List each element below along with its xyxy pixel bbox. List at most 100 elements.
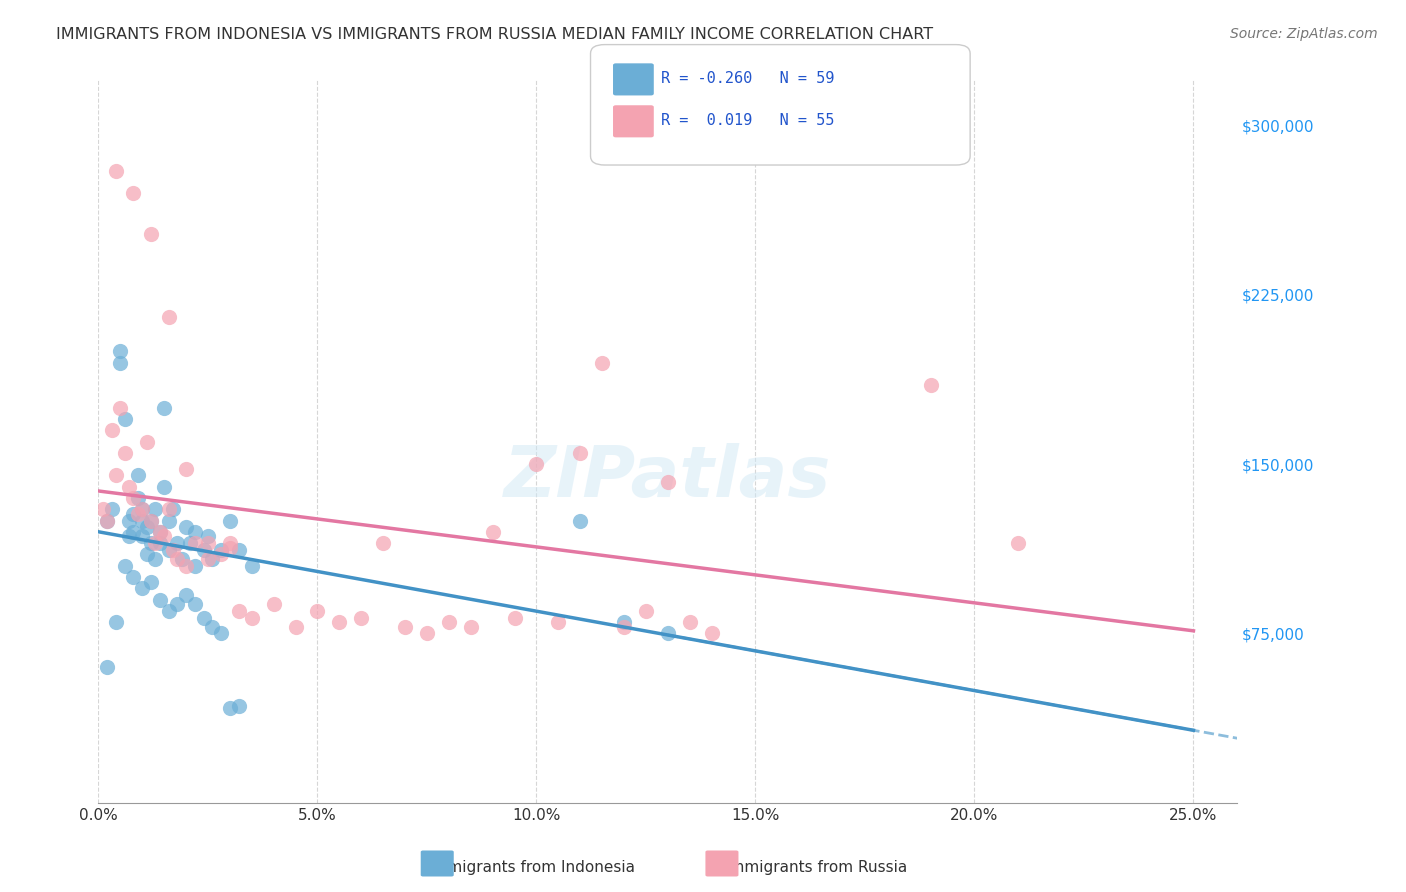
Point	[157, 542, 180, 557]
Point	[228, 604, 250, 618]
Point	[100, 502, 122, 516]
Point	[307, 604, 329, 618]
Point	[96, 660, 118, 674]
Point	[135, 434, 157, 449]
Point	[127, 507, 149, 521]
Point	[184, 524, 207, 539]
Point	[328, 615, 350, 630]
Point	[209, 542, 232, 557]
Text: IMMIGRANTS FROM INDONESIA VS IMMIGRANTS FROM RUSSIA MEDIAN FAMILY INCOME CORRELA: IMMIGRANTS FROM INDONESIA VS IMMIGRANTS …	[56, 27, 934, 42]
Point	[149, 524, 172, 539]
Point	[371, 536, 394, 550]
Text: Source: ZipAtlas.com: Source: ZipAtlas.com	[1230, 27, 1378, 41]
Point	[149, 592, 172, 607]
Point	[139, 227, 162, 241]
Point	[166, 536, 188, 550]
Point	[122, 491, 145, 505]
Text: Immigrants from Russia: Immigrants from Russia	[724, 860, 907, 875]
Point	[174, 558, 197, 573]
Point	[122, 507, 145, 521]
Point	[131, 502, 153, 516]
Point	[657, 475, 679, 490]
Point	[157, 310, 180, 325]
Point	[174, 588, 197, 602]
Point	[131, 582, 153, 596]
Point	[127, 468, 149, 483]
Point	[174, 461, 197, 475]
Point	[139, 574, 162, 589]
Point	[135, 548, 157, 562]
Point	[526, 457, 548, 471]
Point	[139, 514, 162, 528]
Point	[96, 514, 118, 528]
Point	[240, 610, 263, 624]
Point	[284, 620, 307, 634]
Point	[127, 491, 149, 505]
Point	[657, 626, 679, 640]
Point	[197, 536, 219, 550]
Point	[104, 468, 127, 483]
Point	[110, 401, 132, 415]
Point	[162, 542, 184, 557]
Point	[350, 610, 373, 624]
Point	[131, 502, 153, 516]
Point	[228, 542, 250, 557]
Point	[139, 514, 162, 528]
Point	[145, 552, 166, 566]
Point	[197, 529, 219, 543]
Point	[218, 701, 240, 715]
Point	[263, 597, 285, 611]
Point	[114, 558, 136, 573]
Point	[569, 446, 592, 460]
Point	[110, 355, 132, 369]
Point	[145, 502, 166, 516]
Point	[184, 558, 207, 573]
Point	[149, 536, 172, 550]
Point	[91, 502, 114, 516]
Point	[122, 186, 145, 201]
Point	[193, 610, 215, 624]
Point	[118, 480, 141, 494]
Point	[157, 514, 180, 528]
Point	[153, 529, 176, 543]
Text: Immigrants from Indonesia: Immigrants from Indonesia	[427, 860, 634, 875]
Point	[122, 570, 145, 584]
Point	[145, 536, 166, 550]
Point	[184, 597, 207, 611]
Point	[460, 620, 482, 634]
Point	[228, 698, 250, 713]
Point	[114, 446, 136, 460]
Text: ZIPatlas: ZIPatlas	[505, 443, 831, 512]
Point	[613, 620, 636, 634]
Point	[96, 514, 118, 528]
Point	[193, 542, 215, 557]
Point	[240, 558, 263, 573]
Point	[104, 163, 127, 178]
Point	[118, 529, 141, 543]
Point	[209, 626, 232, 640]
Point	[416, 626, 439, 640]
Point	[218, 536, 240, 550]
Point	[1007, 536, 1029, 550]
Point	[122, 524, 145, 539]
Point	[170, 552, 193, 566]
Point	[131, 529, 153, 543]
Point	[920, 378, 942, 392]
Point	[197, 552, 219, 566]
Point	[139, 536, 162, 550]
Point	[131, 514, 153, 528]
Point	[153, 480, 176, 494]
Point	[114, 412, 136, 426]
Point	[569, 514, 592, 528]
Point	[157, 604, 180, 618]
Point	[437, 615, 460, 630]
Point	[209, 548, 232, 562]
FancyBboxPatch shape	[420, 850, 454, 877]
Point	[157, 502, 180, 516]
FancyBboxPatch shape	[706, 850, 738, 877]
Point	[166, 552, 188, 566]
Point	[218, 514, 240, 528]
Point	[153, 401, 176, 415]
Point	[149, 524, 172, 539]
Point	[503, 610, 526, 624]
